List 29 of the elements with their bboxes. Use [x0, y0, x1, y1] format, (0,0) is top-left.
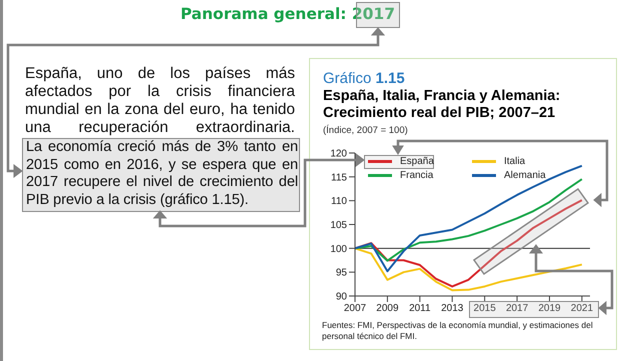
y-tick-label: 110 — [331, 196, 348, 208]
source-note: Fuentes: FMI, Perspectivas de la economía mundial, y estimaciones del personal técnico del FMI. — [322, 320, 594, 342]
chart-title: España, Italia, Francia y Alemania: Crecimiento real del PIB; 2007–21 — [323, 88, 562, 122]
line-series — [355, 164, 583, 272]
legend-label: Italia — [504, 156, 526, 167]
text: Gráfico 1.15 — [323, 70, 406, 87]
x-tick-label: 2007 — [344, 303, 367, 314]
line-series — [355, 178, 583, 262]
legend-label: España — [400, 156, 434, 167]
text: Panorama general: 2017 — [180, 5, 395, 23]
x-tick-label: 2015 — [474, 303, 496, 314]
y-tick-label: 115 — [331, 172, 348, 184]
legend-label: Francia — [400, 170, 434, 181]
x-tick-label: 2019 — [538, 303, 562, 314]
x-tick-label: 2017 — [506, 303, 529, 314]
x-tick-label: 2021 — [570, 303, 594, 314]
x-tick-label: 2011 — [409, 303, 432, 314]
line-series — [355, 247, 583, 292]
chart-subtitle: (Índice, 2007 = 100) — [323, 125, 409, 136]
line-series — [355, 199, 583, 288]
text: España, uno de los países más afectados por la crisis financiera mundial en la zona del euro, ha tenido una recuperación extraordinaria. — [25, 65, 295, 137]
x-tick-label: 2013 — [441, 303, 464, 314]
y-tick-label: 100 — [330, 244, 348, 255]
x-tick-label: 2009 — [376, 303, 399, 314]
y-tick-label: 95 — [336, 268, 348, 279]
y-tick-label: 120 — [330, 148, 348, 160]
y-tick-label: 90 — [336, 292, 348, 303]
y-tick-label: 105 — [330, 220, 348, 232]
legend-label: Alemania — [504, 170, 546, 181]
